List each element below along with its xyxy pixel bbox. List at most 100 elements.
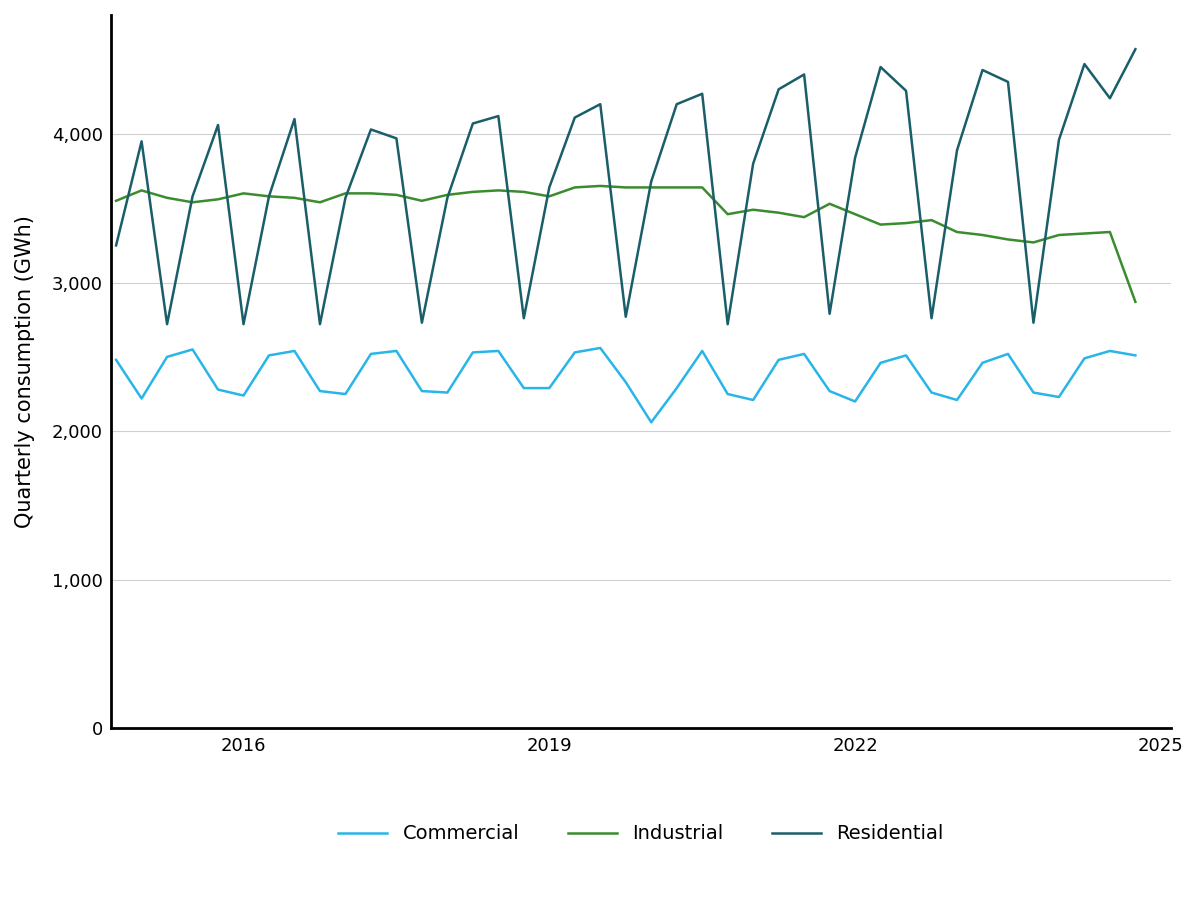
Commercial	[236, 390, 251, 400]
Residential	[109, 240, 124, 251]
Commercial	[618, 377, 632, 388]
Industrial	[262, 191, 276, 202]
Residential	[236, 319, 251, 329]
Residential	[542, 182, 557, 193]
Industrial	[1001, 234, 1015, 245]
Line: Residential: Residential	[116, 50, 1135, 324]
Industrial	[160, 193, 174, 203]
Residential	[1128, 44, 1142, 55]
Residential	[389, 133, 403, 144]
Residential	[874, 61, 888, 72]
Industrial	[338, 188, 353, 199]
Commercial	[542, 382, 557, 393]
Industrial	[440, 190, 455, 201]
Industrial	[134, 185, 149, 196]
Industrial	[797, 212, 811, 222]
Residential	[1103, 93, 1117, 104]
Residential	[644, 176, 659, 187]
Residential	[313, 319, 328, 329]
Commercial	[1051, 392, 1066, 402]
Residential	[976, 65, 990, 76]
Residential	[950, 145, 965, 156]
Commercial	[1128, 350, 1142, 361]
Industrial	[364, 188, 378, 199]
Commercial	[440, 387, 455, 398]
Residential	[211, 120, 226, 130]
Industrial	[185, 197, 199, 208]
Commercial	[262, 350, 276, 361]
Residential	[695, 88, 709, 99]
Residential	[1078, 58, 1092, 69]
Commercial	[491, 346, 505, 356]
Y-axis label: Quarterly consumption (GWh): Quarterly consumption (GWh)	[16, 215, 35, 528]
Residential	[670, 99, 684, 110]
Residential	[593, 99, 607, 110]
Industrial	[466, 186, 480, 197]
Commercial	[695, 346, 709, 356]
Industrial	[287, 193, 301, 203]
Commercial	[160, 352, 174, 363]
Commercial	[746, 394, 761, 405]
Residential	[568, 112, 582, 123]
Commercial	[338, 389, 353, 400]
Commercial	[313, 386, 328, 397]
Residential	[797, 69, 811, 80]
Industrial	[618, 182, 632, 193]
Commercial	[1078, 353, 1092, 364]
Commercial	[287, 346, 301, 356]
Commercial	[185, 344, 199, 355]
Residential	[720, 319, 734, 329]
Industrial	[109, 195, 124, 206]
Residential	[924, 313, 938, 324]
Industrial	[950, 227, 965, 238]
Industrial	[772, 207, 786, 218]
Commercial	[950, 394, 965, 405]
Industrial	[644, 182, 659, 193]
Industrial	[593, 181, 607, 192]
Commercial	[644, 417, 659, 428]
Line: Industrial: Industrial	[116, 186, 1135, 302]
Residential	[491, 111, 505, 122]
Line: Commercial: Commercial	[116, 348, 1135, 422]
Residential	[618, 311, 632, 322]
Industrial	[976, 230, 990, 240]
Residential	[517, 313, 532, 324]
Industrial	[1078, 228, 1092, 238]
Commercial	[1001, 348, 1015, 359]
Residential	[415, 318, 430, 328]
Commercial	[822, 386, 836, 397]
Commercial	[772, 355, 786, 365]
Commercial	[797, 348, 811, 359]
Residential	[1001, 76, 1015, 87]
Commercial	[568, 347, 582, 358]
Industrial	[389, 190, 403, 201]
Industrial	[924, 215, 938, 226]
Industrial	[211, 194, 226, 204]
Industrial	[1103, 227, 1117, 238]
Industrial	[236, 188, 251, 199]
Industrial	[874, 220, 888, 230]
Industrial	[1128, 296, 1142, 307]
Commercial	[466, 347, 480, 358]
Commercial	[211, 384, 226, 395]
Industrial	[491, 185, 505, 196]
Residential	[1026, 318, 1040, 328]
Residential	[1051, 134, 1066, 145]
Industrial	[542, 191, 557, 202]
Commercial	[720, 389, 734, 400]
Residential	[160, 319, 174, 329]
Residential	[772, 84, 786, 94]
Commercial	[389, 346, 403, 356]
Commercial	[899, 350, 913, 361]
Commercial	[670, 382, 684, 393]
Industrial	[746, 204, 761, 215]
Residential	[899, 86, 913, 96]
Commercial	[517, 382, 532, 393]
Residential	[185, 191, 199, 202]
Industrial	[720, 209, 734, 220]
Residential	[822, 309, 836, 320]
Industrial	[313, 197, 328, 208]
Legend: Commercial, Industrial, Residential: Commercial, Industrial, Residential	[331, 816, 952, 851]
Residential	[848, 152, 863, 163]
Residential	[440, 193, 455, 203]
